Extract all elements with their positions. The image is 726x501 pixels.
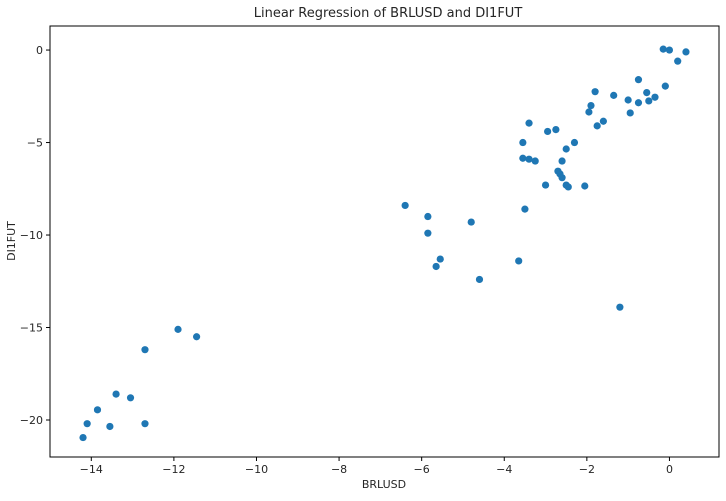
data-point: [581, 182, 589, 190]
data-point: [634, 99, 643, 107]
data-point: [599, 117, 607, 125]
chart-title: Linear Regression of BRLUSD and DI1FUT: [254, 6, 523, 21]
data-point: [467, 218, 475, 226]
data-point: [661, 82, 669, 90]
data-point: [659, 45, 667, 53]
data-point: [141, 420, 149, 428]
data-point: [558, 157, 566, 165]
data-point: [515, 257, 523, 265]
data-point: [564, 183, 572, 191]
x-tick-label: 0: [666, 463, 673, 476]
data-point: [531, 157, 539, 165]
data-point: [541, 181, 550, 189]
data-point: [626, 109, 634, 117]
data-point: [424, 212, 432, 221]
x-tick-label: −2: [579, 463, 595, 476]
data-point: [682, 48, 690, 56]
data-point: [544, 127, 552, 136]
data-point: [651, 93, 659, 101]
y-tick-label: −20: [20, 414, 43, 427]
y-tick-label: −10: [20, 229, 43, 242]
data-point: [83, 420, 91, 428]
data-point: [174, 325, 182, 333]
data-point: [521, 205, 529, 213]
data-point: [591, 88, 599, 96]
data-point: [674, 57, 682, 65]
data-point: [401, 201, 409, 210]
x-tick-label: −14: [80, 463, 103, 476]
data-points: [79, 45, 690, 442]
data-point: [436, 255, 444, 263]
data-point: [475, 275, 484, 284]
data-point: [643, 88, 651, 97]
data-point: [193, 333, 201, 341]
x-axis: −14 −12 −10 −8 −6 −4 −2 0: [80, 457, 673, 476]
data-point: [424, 229, 432, 237]
x-tick-label: −12: [162, 463, 185, 476]
data-point: [593, 122, 601, 130]
y-tick-label: −15: [20, 322, 43, 335]
plot-frame: [49, 25, 720, 458]
data-point: [558, 174, 566, 182]
data-point: [126, 394, 135, 402]
data-point: [552, 125, 560, 134]
data-point: [585, 108, 593, 116]
data-point: [525, 155, 533, 163]
data-point: [587, 101, 595, 110]
data-point: [519, 138, 527, 147]
data-point: [432, 262, 440, 271]
data-point: [519, 154, 527, 162]
data-point: [79, 433, 87, 442]
data-point: [624, 96, 632, 104]
data-point: [570, 138, 579, 147]
data-point: [93, 406, 102, 414]
x-tick-label: −6: [414, 463, 430, 476]
data-point: [665, 46, 674, 54]
y-tick-label: −5: [27, 137, 43, 150]
data-point: [112, 390, 120, 398]
x-tick-label: −8: [331, 463, 347, 476]
data-point: [616, 303, 624, 311]
x-tick-label: −10: [245, 463, 268, 476]
data-point: [610, 91, 618, 99]
data-point: [525, 119, 533, 127]
x-tick-label: −4: [496, 463, 512, 476]
data-point: [562, 145, 570, 153]
y-tick-label: 0: [36, 44, 43, 57]
y-axis: 0 −5 −10 −15 −20: [20, 44, 50, 427]
data-point: [634, 76, 643, 84]
data-point: [106, 422, 114, 431]
data-point: [141, 346, 149, 354]
data-point: [645, 97, 653, 105]
y-axis-label: DI1FUT: [5, 221, 18, 261]
x-axis-label: BRLUSD: [362, 478, 406, 491]
